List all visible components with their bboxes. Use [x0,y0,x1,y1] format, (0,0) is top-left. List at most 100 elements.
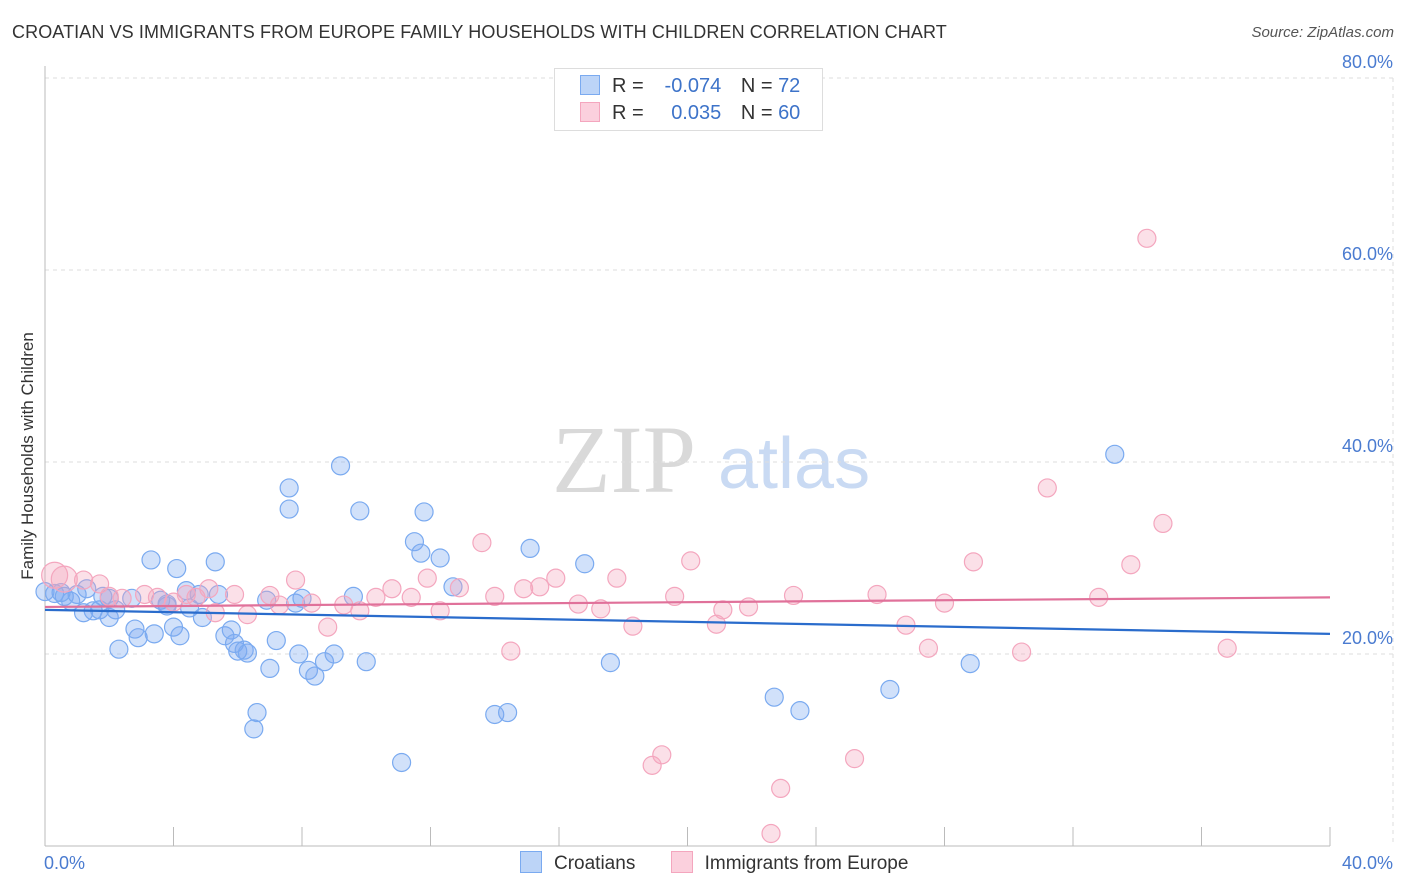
immigrants-point [514,579,534,599]
immigrants-point [285,570,306,590]
immigrants-trend-line [44,596,1331,609]
immigrants-point [706,614,727,634]
immigrants-point [417,568,437,588]
immigrants-point [430,601,450,621]
croatians-point [356,652,376,672]
croatians-point [289,644,309,664]
croatians-point [141,550,161,570]
immigrants-point [224,584,245,605]
croatians-point [266,630,286,651]
immigrants-point [771,778,791,799]
immigrants-point [681,551,701,571]
legend-row-croatians: R = -0.074 N = 72 [580,75,800,99]
croatians-point [314,652,335,672]
immigrants-point [607,568,627,588]
croatians-point [170,626,190,646]
croatians-point [600,653,621,673]
legend-r-value-immigrants: 0.035 [671,102,722,124]
immigrants-point [918,638,939,658]
immigrants-point [73,570,94,590]
croatians-point [1105,444,1125,464]
immigrants-point [652,745,672,765]
immigrants-point [963,552,984,572]
immigrants-point [546,568,566,588]
y-axis-label: Family Households with Children [18,332,37,580]
immigrants-point [1153,513,1173,534]
croatians-point [411,543,431,563]
legend-r-label: R = [612,102,644,124]
legend-n-value-croatians: 72 [778,75,801,97]
y-tick-label: 80.0% [1342,52,1393,72]
x-tick-label: 40.0% [1342,853,1393,873]
croatians-point [764,687,784,707]
legend-swatch-immigrants [670,851,693,873]
watermark: ZIP atlas [552,406,870,513]
croatians-point [414,502,434,522]
immigrants-point [472,533,492,553]
croatians-point [228,641,248,661]
immigrants-point [867,584,887,605]
croatians-point [67,584,87,605]
immigrants-point [934,593,955,613]
croatians-point [443,577,463,597]
immigrants-point [318,617,338,637]
immigrants-point [1121,555,1141,575]
croatians-point [391,752,412,773]
y-tick-label: 60.0% [1342,244,1393,264]
immigrants-point [366,587,386,607]
croatians-point [167,558,187,579]
croatians-point [234,640,254,660]
immigrants-point [591,599,611,619]
immigrants-point [147,587,168,607]
immigrants-point [1089,587,1109,607]
x-tick-label: 0.0% [44,853,85,873]
immigrants-point [642,755,662,775]
immigrants-point [530,577,550,597]
legend-row-immigrants: R = 0.035 N = 60 [580,102,800,126]
immigrants-point [783,585,804,606]
croatians-point [404,532,425,552]
axes [44,66,1331,847]
croatians-point [224,633,245,654]
legend-n-label: N = [740,102,773,124]
croatians-point [260,658,280,679]
immigrants-points [41,228,1237,844]
croatians-point [520,538,540,559]
y-tick-label: 40.0% [1342,436,1393,456]
croatians-point [205,552,225,572]
croatians-point [125,619,145,639]
croatians-point [109,639,129,659]
immigrants-point [713,600,733,620]
croatians-point [430,548,450,568]
croatians-point [247,702,267,723]
immigrants-point [50,565,78,593]
croatians-point [330,456,351,476]
croatians-point [305,666,325,686]
legend-item-croatians[interactable]: Croatians [520,851,635,875]
croatians-points [35,444,1125,773]
croatians-point [237,643,257,663]
series-legend: Croatians Immigrants from Europe [520,851,938,875]
y-tick-label: 20.0% [1342,628,1393,648]
watermark-atlas: atlas [718,424,870,504]
legend-label-croatians: Croatians [554,853,636,874]
legend-r-value-croatians: -0.074 [664,75,722,97]
croatians-point [279,478,299,498]
croatians-point [880,679,900,700]
stats-legend: R = -0.074 N = 72 R = 0.035 N = 60 [554,68,823,131]
immigrants-point [449,578,470,598]
croatians-point [279,499,299,519]
immigrants-point [382,579,402,599]
immigrants-point [1217,638,1237,658]
croatians-point [575,554,595,574]
chart-title: CROATIAN VS IMMIGRANTS FROM EUROPE FAMIL… [12,22,947,42]
legend-item-immigrants[interactable]: Immigrants from Europe [670,851,908,875]
tick-labels: 20.0% 40.0% 60.0% 80.0% 0.0% 40.0% [44,52,1393,873]
immigrants-point [1037,478,1057,498]
legend-swatch-croatians [580,75,600,95]
croatians-point [292,588,312,608]
croatians-point [244,719,264,739]
immigrants-point [1011,642,1032,662]
immigrants-point [501,641,521,661]
